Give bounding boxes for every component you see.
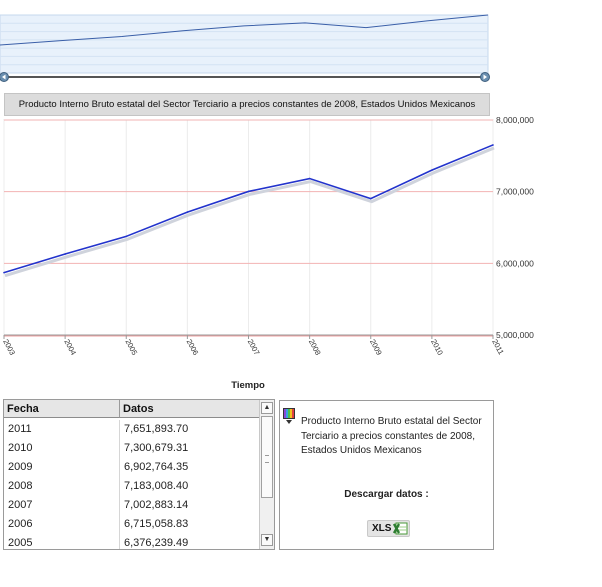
data-point (431, 169, 433, 171)
xls-download-button[interactable]: XLS (367, 520, 410, 537)
cell-datos: 7,002,883.14 (124, 499, 189, 511)
cell-fecha: 2006 (4, 515, 120, 534)
info-panel: Producto Interno Bruto estatal del Secto… (279, 400, 494, 550)
table-row[interactable]: 2007 7,002,883.14 (4, 496, 260, 515)
table-row[interactable]: 2011 7,651,893.70 (4, 420, 260, 439)
table-row[interactable]: 2005 6,376,239.49 (4, 534, 260, 549)
table-row[interactable]: 2010 7,300,679.31 (4, 439, 260, 458)
table-scrollbar[interactable]: ▲ ▼ (259, 400, 274, 549)
cell-datos: 6,902,764.35 (124, 461, 189, 473)
series-description: Producto Interno Bruto estatal del Secto… (301, 416, 482, 456)
series-line-shadow (4, 146, 495, 278)
cell-fecha: 2007 (4, 496, 120, 515)
table-row[interactable]: 2008 7,183,008.40 (4, 477, 260, 496)
column-header-fecha[interactable]: Fecha (4, 400, 120, 418)
column-header-datos[interactable]: Datos (120, 400, 260, 418)
cell-datos: 6,715,058.83 (124, 518, 189, 530)
data-point (64, 253, 66, 255)
cell-fecha: 2011 (4, 420, 120, 439)
xls-button-label: XLS (372, 523, 392, 534)
color-palette-icon[interactable] (283, 408, 295, 424)
x-tick-label: 2009 (368, 338, 384, 357)
y-tick-label: 8,000,000 (496, 116, 534, 125)
main-line-chart: 8,000,000 7,000,000 6,000,000 5,000,000 2003… (1, 116, 534, 391)
cell-datos: 6,376,239.49 (124, 537, 189, 549)
scroll-grip-icon (265, 455, 269, 463)
data-point (369, 197, 372, 200)
x-tick-label: 2006 (185, 338, 201, 357)
cell-fecha: 2010 (4, 439, 120, 458)
data-point (247, 190, 250, 193)
chart-title: Producto Interno Bruto estatal del Secto… (4, 93, 490, 116)
navigator-right-handle[interactable] (480, 72, 490, 82)
cell-fecha: 2005 (4, 534, 120, 549)
scroll-down-icon[interactable]: ▼ (261, 534, 273, 546)
table-row[interactable]: 2009 6,902,764.35 (4, 458, 260, 477)
cell-datos: 7,300,679.31 (124, 442, 189, 454)
x-tick-label: 2004 (62, 338, 78, 357)
x-tick-label: 2005 (123, 338, 139, 357)
download-label: Descargar datos : (344, 489, 429, 500)
y-tick-label: 6,000,000 (496, 258, 534, 268)
navigator-window (0, 14, 489, 74)
data-table[interactable]: Fecha Datos 2011 7,651,893.70 2010 7,300,67… (3, 399, 275, 550)
data-point (308, 177, 311, 180)
x-tick-label: 2007 (246, 338, 262, 357)
data-point (125, 235, 128, 238)
scroll-up-icon[interactable]: ▲ (261, 402, 273, 414)
data-point (3, 271, 5, 274)
y-tick-label: 7,000,000 (496, 187, 534, 197)
x-tick-label: 2008 (307, 338, 323, 357)
data-point (492, 144, 494, 146)
y-tick-label: 5,000,000 (496, 330, 534, 340)
x-tick-label: 2003 (1, 338, 17, 357)
table-row[interactable]: 2006 6,715,058.83 (4, 515, 260, 534)
cell-fecha: 2008 (4, 477, 120, 496)
x-tick-label: 2010 (429, 338, 445, 357)
data-point (186, 211, 189, 213)
cell-datos: 7,651,893.70 (124, 423, 189, 435)
excel-icon (393, 522, 408, 535)
cell-datos: 7,183,008.40 (124, 480, 189, 492)
overview-navigator[interactable] (0, 0, 602, 90)
navigator-left-handle[interactable] (0, 72, 9, 82)
scroll-thumb[interactable] (261, 416, 273, 498)
navigator-series-line (0, 14, 489, 46)
x-axis-label: Tiempo (231, 380, 265, 391)
x-tick-label: 2011 (490, 338, 506, 356)
cell-fecha: 2009 (4, 458, 120, 477)
